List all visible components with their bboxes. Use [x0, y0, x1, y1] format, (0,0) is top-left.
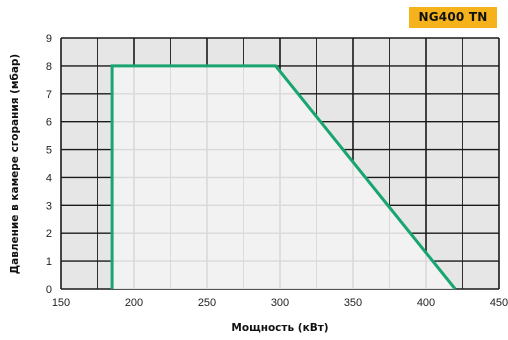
y-tick-label: 9 — [46, 33, 52, 45]
y-axis-label: Давление в камере сгорания (мбар) — [9, 54, 21, 274]
x-tick-label: 200 — [125, 297, 143, 309]
x-tick-label: 450 — [490, 297, 508, 309]
x-tick-label: 350 — [344, 297, 362, 309]
operating-region-outline — [110, 64, 457, 290]
x-axis-label: Мощность (кВт) — [231, 322, 328, 334]
operating-region-fill — [112, 65, 456, 289]
y-tick-label: 3 — [46, 200, 52, 212]
x-tick-label: 300 — [271, 297, 289, 309]
y-tick-label: 2 — [46, 228, 52, 240]
y-tick-label: 8 — [46, 61, 52, 73]
y-tick-label: 7 — [46, 89, 52, 101]
y-tick-label: 6 — [46, 117, 52, 129]
y-tick-label: 4 — [46, 172, 52, 184]
x-tick-label: 400 — [417, 297, 435, 309]
x-tick-label: 150 — [52, 297, 70, 309]
model-badge: NG400 TN — [409, 7, 497, 28]
y-tick-label: 1 — [46, 256, 52, 268]
y-tick-label: 0 — [46, 284, 52, 296]
x-tick-label: 250 — [198, 297, 216, 309]
y-tick-label: 5 — [46, 145, 52, 157]
